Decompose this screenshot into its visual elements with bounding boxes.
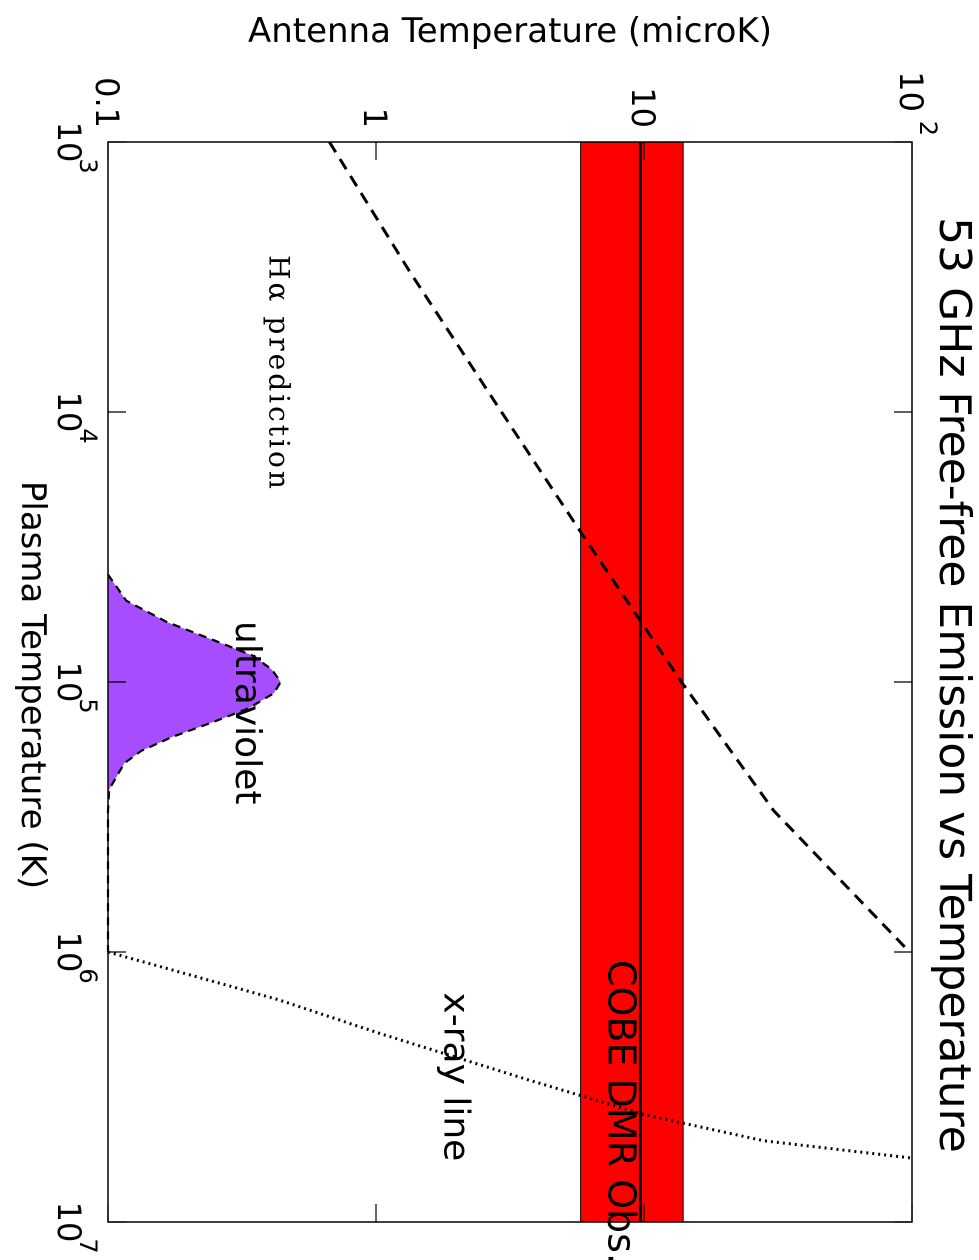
plasma-tick-base: 10 <box>50 1202 88 1243</box>
plasma-tick-label: 105 <box>50 662 102 714</box>
antenna-tick-text: 0.1 <box>88 77 126 128</box>
plasma-tick-base: 10 <box>50 932 88 973</box>
ultraviolet-label: ultraviolet <box>227 621 268 804</box>
antenna-tick-exponent: 2 <box>914 121 942 136</box>
observation-band-label: COBE DMR Obs. <box>599 960 643 1260</box>
plasma-tick-label: 103 <box>50 122 102 174</box>
plasma-tick-label: 104 <box>50 392 102 444</box>
annotations: Hα prediction ultraviolet x-ray line <box>227 255 477 1161</box>
antenna-tick-label: 1 <box>356 108 394 128</box>
y-axis-label: Antenna Temperature (microK) <box>248 11 772 51</box>
antenna-tick-text: 10 <box>624 87 662 128</box>
antenna-tick-label: 10 <box>624 87 662 128</box>
plasma-tick-base: 10 <box>50 392 88 433</box>
antenna-tick-label: 10 2 <box>892 71 942 136</box>
plasma-tick-base: 10 <box>50 122 88 163</box>
plasma-tick-exponent: 3 <box>74 158 102 173</box>
plasma-tick-exponent: 5 <box>74 698 102 713</box>
chart-title: 53 GHz Free-free Emission vs Temperature <box>929 217 979 1153</box>
plasma-tick-label: 106 <box>50 932 102 984</box>
halpha-label: Hα prediction <box>262 255 295 492</box>
xray-line-curve <box>108 952 912 1158</box>
plasma-tick-label: 107 <box>50 1202 102 1254</box>
xray-label: x-ray line <box>435 992 476 1161</box>
plasma-tick-exponent: 6 <box>74 968 102 983</box>
plasma-tick-exponent: 7 <box>74 1238 102 1253</box>
antenna-tick-text: 10 <box>892 71 930 112</box>
x-axis-label: Plasma Temperature (K) <box>13 481 53 889</box>
plasma-tick-exponent: 4 <box>74 428 102 443</box>
antenna-tick-text: 1 <box>356 108 394 128</box>
plasma-tick-base: 10 <box>50 662 88 703</box>
antenna-tick-label: 0.1 <box>88 77 126 128</box>
